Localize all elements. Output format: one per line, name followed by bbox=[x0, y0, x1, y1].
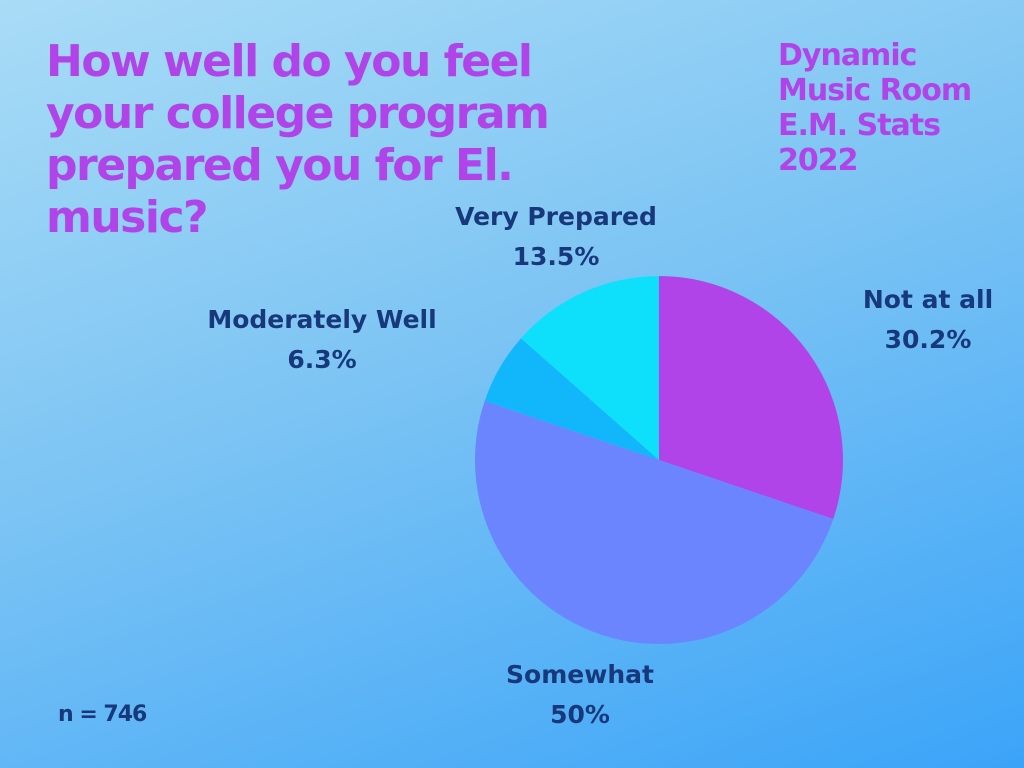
pie-slice-very-prepared bbox=[520, 276, 659, 460]
slice-label-moderately-well: Moderately Well 6.3% bbox=[207, 300, 436, 380]
pie-slice-not-at-all bbox=[659, 276, 844, 520]
brand-line: Dynamic bbox=[778, 38, 917, 73]
brand-line: Music Room bbox=[778, 73, 972, 108]
chart-title: How well do you feel your college progra… bbox=[46, 36, 550, 243]
slice-name: Moderately Well bbox=[207, 305, 437, 334]
brand-line: E.M. Stats bbox=[778, 108, 941, 143]
brand-block: Dynamic Music Room E.M. Stats 2022 bbox=[778, 38, 1008, 178]
slice-name: Somewhat bbox=[506, 660, 654, 689]
slice-name: Very Prepared bbox=[455, 202, 657, 231]
slice-value-label: 30.2% bbox=[884, 325, 972, 354]
slice-value-label: 13.5% bbox=[512, 242, 600, 271]
slice-value-label: 6.3% bbox=[287, 345, 357, 374]
pie-slice-moderately-well bbox=[484, 338, 659, 460]
brand-line: 2022 bbox=[778, 143, 859, 178]
slice-label-very-prepared: Very Prepared 13.5% bbox=[455, 197, 657, 277]
pie-slice-somewhat bbox=[474, 400, 834, 644]
slice-value-label: 50% bbox=[550, 700, 610, 729]
sample-size-note: n = 746 bbox=[58, 702, 147, 727]
slice-label-somewhat: Somewhat 50% bbox=[506, 655, 654, 735]
slice-name: Not at all bbox=[862, 285, 994, 314]
slice-label-not-at-all: Not at all 30.2% bbox=[863, 280, 993, 360]
